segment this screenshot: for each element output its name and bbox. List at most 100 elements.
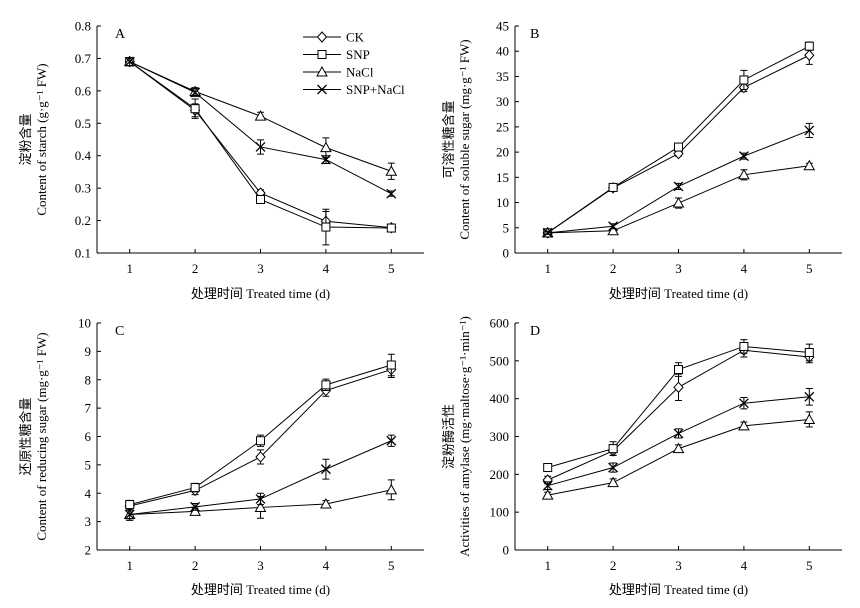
x-tick-label: 4 [323, 261, 330, 276]
data-point-triangle [254, 501, 267, 512]
y-tick-label: 400 [490, 391, 510, 406]
data-point-cross [608, 221, 619, 232]
data-point-triangle [320, 498, 332, 509]
data-point-triangle [189, 505, 201, 516]
x-tick-label: 1 [126, 261, 133, 276]
data-point-square [125, 500, 135, 510]
panel-a: 0.1 0.2 0.3 0.4 0.5 0.6 0.7 0.8 1 2 3 4 5 处理时间 Treate… [18, 19, 424, 301]
x-axis-label: 处理时间 Treated time (d) [609, 582, 748, 597]
data-point-triangle [385, 483, 398, 495]
x-tick-label: 3 [257, 558, 264, 573]
x-tick-label: 2 [192, 558, 199, 573]
x-axis-label: 处理时间 Treated time (d) [191, 286, 330, 301]
x-tick-label: 1 [544, 558, 551, 573]
data-point-triangle [607, 476, 619, 488]
x-tick-label: 3 [675, 558, 682, 573]
y-tick-label: 0.2 [75, 213, 91, 228]
y-axis-label-cn: 淀粉含量 [18, 113, 33, 165]
data-point-square [256, 436, 265, 446]
x-tick-label: 4 [741, 261, 748, 276]
data-point-triangle [803, 159, 816, 171]
panel-label: D [530, 324, 540, 339]
panel-c: 2 3 4 5 6 7 8 9 10 1 2 3 4 5 处理时间 Treated time (d) 还原性糖… [18, 316, 424, 597]
x-tick-label: 1 [544, 261, 551, 276]
legend: CK SNP NaCl SNP+NaCl [303, 30, 405, 97]
data-point-cross [190, 87, 201, 98]
data-point-cross [542, 227, 553, 238]
x-tick-label: 2 [192, 261, 199, 276]
data-point-square [739, 75, 749, 85]
y-axis-label: Activities of amylase (mg·maltose·g⁻¹·mi… [457, 316, 472, 557]
data-point-diamond [804, 49, 815, 62]
data-point-square [190, 104, 200, 114]
series-nacl [123, 55, 398, 180]
y-tick-label: 3 [85, 514, 92, 529]
data-point-square [321, 222, 331, 232]
series-snp [543, 339, 814, 473]
legend-marker-triangle [316, 65, 328, 77]
data-point-triangle [541, 489, 554, 500]
data-point-triangle [803, 413, 816, 424]
series-snp-nacl [124, 434, 397, 521]
legend-marker-diamond [316, 31, 328, 43]
y-tick-label: 500 [490, 353, 510, 368]
legend-marker-cross [317, 84, 327, 95]
y-axis-label-cn: 还原性糖含量 [18, 397, 33, 475]
y-tick-label: 0.3 [75, 181, 91, 196]
y-axis-label-cn: 淀粉酶活性 [441, 404, 456, 469]
y-tick-label: 40 [496, 44, 509, 59]
data-point-square [256, 194, 265, 204]
legend-marker-square [317, 50, 327, 59]
series-nacl [541, 411, 816, 500]
y-axis-label: Content of soluble sugar (mg·g⁻¹ FW) [457, 39, 472, 239]
series-nacl [541, 159, 816, 238]
data-point-square [804, 348, 814, 358]
data-point-cross [608, 462, 619, 473]
series-snp-nacl [124, 56, 397, 199]
legend-label: SNP+NaCl [346, 82, 405, 97]
data-point-triangle [320, 141, 332, 153]
y-tick-label: 10 [496, 195, 509, 210]
data-point-square [804, 41, 814, 51]
series-snp [125, 353, 396, 510]
data-point-cross [190, 501, 201, 512]
data-point-cross [320, 154, 331, 165]
x-tick-label: 5 [388, 558, 395, 573]
data-point-square [608, 182, 618, 192]
y-axis-label: Content of reducing sugar (mg·g⁻¹ FW) [34, 332, 49, 540]
data-point-cross [255, 493, 266, 504]
y-tick-label: 30 [496, 94, 509, 109]
y-tick-label: 600 [490, 316, 510, 331]
data-point-cross [386, 188, 397, 199]
data-point-square [674, 365, 683, 375]
data-point-cross [255, 141, 266, 152]
y-tick-label: 0.4 [75, 148, 92, 163]
data-point-square [386, 223, 396, 233]
y-tick-label: 7 [85, 401, 92, 416]
data-point-cross [320, 464, 331, 475]
y-tick-label: 2 [85, 543, 92, 558]
y-tick-label: 6 [85, 429, 92, 444]
y-tick-label: 0.6 [75, 83, 92, 98]
data-point-triangle [607, 224, 619, 236]
y-axis-label: Content of starch (g·g⁻¹ FW) [34, 63, 49, 215]
data-point-diamond [255, 451, 266, 463]
y-tick-label: 0.8 [75, 19, 91, 34]
data-point-square [608, 444, 618, 454]
x-tick-label: 5 [388, 261, 395, 276]
x-tick-label: 3 [675, 261, 682, 276]
data-point-cross [673, 181, 684, 192]
legend-label: SNP [346, 47, 370, 62]
data-point-cross [673, 428, 684, 439]
series-snp-nacl [542, 122, 815, 238]
panel-label: A [115, 27, 126, 42]
series-snp-nacl [542, 387, 815, 491]
data-point-cross [542, 480, 553, 491]
y-tick-label: 9 [85, 344, 92, 359]
x-axis-label: 处理时间 Treated time (d) [191, 582, 330, 597]
data-point-square [386, 360, 396, 370]
data-point-triangle [672, 442, 685, 454]
series-line [547, 396, 810, 487]
data-point-square [321, 380, 331, 390]
